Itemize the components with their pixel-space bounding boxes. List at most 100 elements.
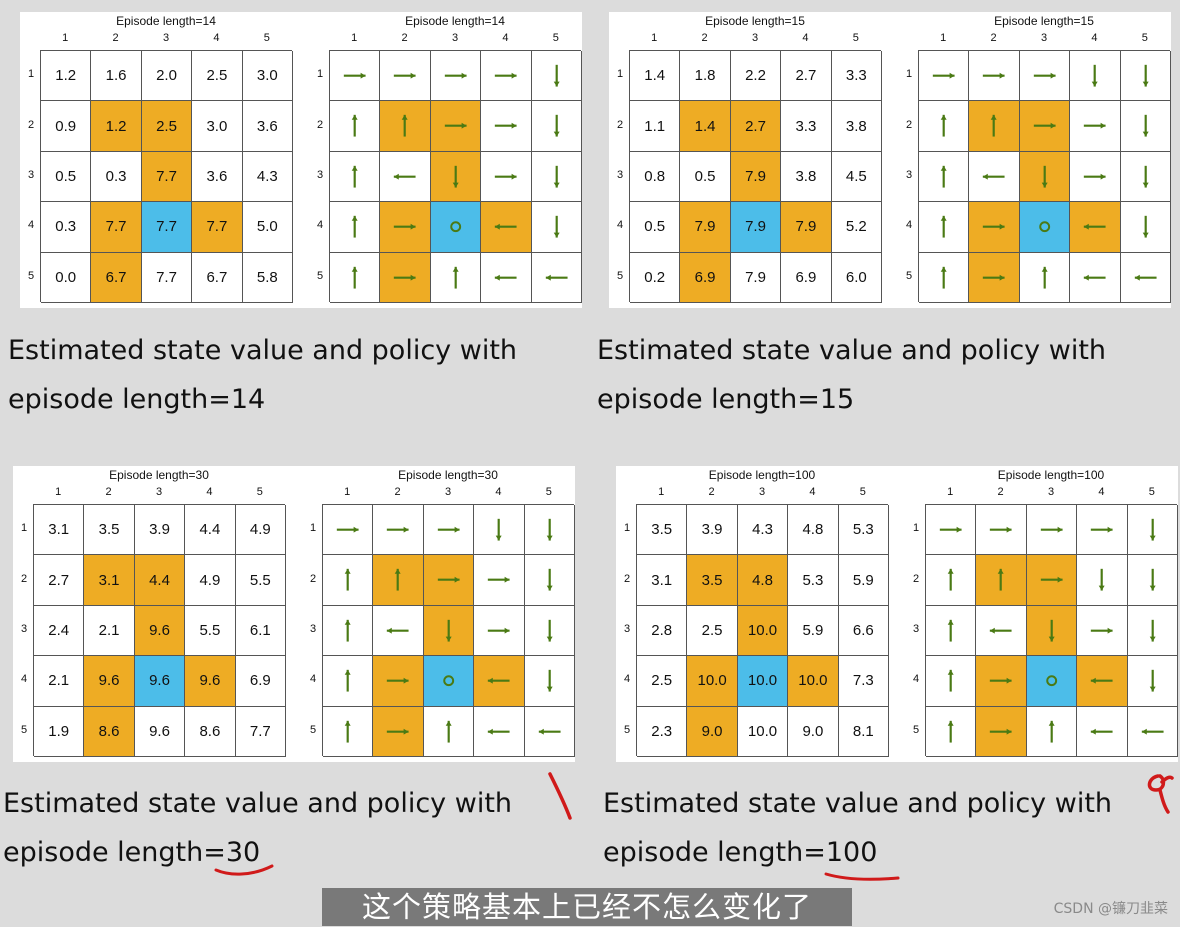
arrow-up-icon [323,555,374,606]
state-value-cell: 3.9 [687,505,738,556]
row-label: 3 [20,623,28,635]
state-value-cell: 2.5 [687,605,738,657]
arrow-right-icon [481,151,532,203]
arrow-left-icon [474,656,525,707]
column-label: 2 [708,486,715,498]
arrow-up-icon [919,252,970,303]
row-label: 4 [616,219,624,232]
state-value-cell: 5.0 [242,202,293,253]
state-value-cell: 2.7 [781,51,832,102]
state-value-cell: 0.3 [41,202,92,253]
plot-title: Episode length=100 [997,468,1105,482]
arrow-down-icon [524,656,575,707]
arrow-down-icon [1070,51,1121,102]
arrow-right-icon [1019,51,1071,102]
arrow-down-icon [1120,202,1171,253]
state-value-cell: 6.6 [838,605,889,657]
arrow-right-icon [474,555,525,606]
column-label: 5 [263,32,270,44]
arrow-left-icon [524,706,575,757]
arrow-up-icon [969,101,1020,152]
column-label: 3 [1047,486,1055,498]
watermark: CSDN @镰刀韭菜 [1053,901,1168,917]
column-label: 5 [852,32,859,44]
arrow-left-icon [531,252,582,303]
arrow-left-icon [380,151,431,203]
state-value-cell: 9.6 [134,706,186,757]
arrow-down-icon [1127,505,1178,556]
arrow-right-icon [976,505,1027,556]
plot-title: Episode length=14 [116,14,216,28]
arrow-up-icon [323,605,374,657]
column-label: 4 [802,32,809,44]
arrow-left-icon [373,605,424,657]
state-value-cell: 3.9 [134,505,186,556]
caption-line-2: episode length=30 [3,828,512,877]
arrow-up-icon [330,151,381,203]
column-label: 4 [809,486,816,498]
state-value-cell: 5.5 [235,555,286,606]
caption-line-2: episode length=14 [8,384,266,415]
state-value-cell: 7.7 [91,202,142,253]
arrow-up-icon [380,101,431,152]
state-value-cell: 1.4 [680,101,731,152]
column-label: 1 [344,486,351,498]
state-value-cell: 7.3 [838,656,889,707]
arrow-up-icon [926,706,977,757]
row-label: 1 [316,68,324,81]
state-value-cell: 9.0 [687,706,738,757]
arrow-right-icon [430,51,482,102]
state-value-cell: 0.5 [630,202,681,253]
arrow-down-icon [1120,51,1171,102]
state-value-cell: 2.5 [192,51,243,102]
arrow-right-icon [330,51,381,102]
caption-episode-100: Estimated state value and policy with ep… [603,779,1112,877]
state-value-cell: 0.5 [680,151,731,203]
state-value-cell: 6.1 [235,605,286,657]
state-value-cell: 2.0 [141,51,193,102]
row-label: 3 [27,169,35,181]
arrow-down-icon [531,151,582,203]
arrow-down-icon [430,151,482,203]
column-label: 2 [997,486,1004,498]
arrow-right-icon [969,252,1020,303]
state-value-cell: 9.6 [134,605,186,657]
arrow-up-icon [330,101,381,152]
row-label: 5 [20,723,28,736]
row-label: 5 [309,723,317,736]
state-value-cell: 0.8 [630,151,681,203]
state-value-cell: 2.1 [34,656,85,707]
state-value-cell: 1.2 [41,51,92,102]
row-label: 2 [905,118,913,131]
arrow-right-icon [976,656,1027,707]
arrow-right-icon [323,505,374,556]
row-label: 4 [20,673,28,686]
column-label: 3 [751,32,759,44]
row-label: 5 [912,723,920,736]
arrow-down-icon [1127,605,1178,657]
state-value-cell: 6.0 [831,252,882,303]
row-label: 5 [616,269,624,282]
state-value-cell: 3.5 [637,505,688,556]
underline-30 [214,864,274,876]
column-label: 3 [1040,32,1048,44]
row-label: 2 [623,572,631,585]
row-label: 3 [616,169,624,181]
state-value-cell: 2.7 [730,101,782,152]
column-label: 4 [495,486,502,498]
column-label: 2 [401,32,408,44]
row-label: 3 [912,623,920,635]
value-grid: 1.4 1.8 2.2 2.7 3.3 1.1 1.4 2.7 3.3 3.8 0.8 0.5 7.9 3… [629,50,882,303]
column-label: 5 [1148,486,1155,498]
state-value-cell: 5.3 [838,505,889,556]
arrow-left-icon [481,252,532,303]
state-value-cell: 1.1 [630,101,681,152]
state-value-cell: 3.1 [637,555,688,606]
arrow-down-icon [524,555,575,606]
state-value-cell: 7.9 [730,202,782,253]
column-label: 2 [990,32,997,44]
arrow-up-icon [926,555,977,606]
state-value-cell: 9.6 [84,656,135,707]
arrow-right-icon [1019,101,1071,152]
state-value-cell: 10.0 [737,656,789,707]
